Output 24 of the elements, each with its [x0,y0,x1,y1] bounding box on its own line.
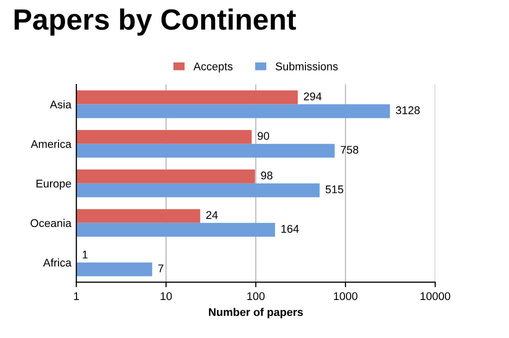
x-tick-label: 10000 [420,292,450,300]
x-tick-label: 100 [247,292,265,300]
y-tick-label: America [30,140,72,148]
data-label: 294 [304,92,322,100]
x-tick-label: 1 [74,292,79,300]
x-tick-label: 10 [160,292,172,300]
data-label: 3128 [396,106,420,114]
y-tick-label: Africa [43,258,72,267]
x-tick-label: 1000 [334,292,358,300]
y-tick-label: Asia [50,100,72,108]
chart-title: Papers by Continent [14,8,296,36]
y-tick-label: Oceania [30,218,72,228]
data-label: 24 [206,211,218,219]
data-label: 1 [82,250,88,258]
x-axis-title: Number of papers [208,308,303,318]
legend-label: Submissions [276,62,338,70]
data-label: 164 [281,224,299,233]
data-label: 98 [261,172,272,180]
y-tick-label: Europe [36,180,71,190]
legend-label: Accepts [193,62,233,73]
data-label: 7 [158,264,164,272]
data-label: 758 [340,146,358,154]
data-label: 90 [258,132,270,140]
data-label: 515 [326,186,344,194]
